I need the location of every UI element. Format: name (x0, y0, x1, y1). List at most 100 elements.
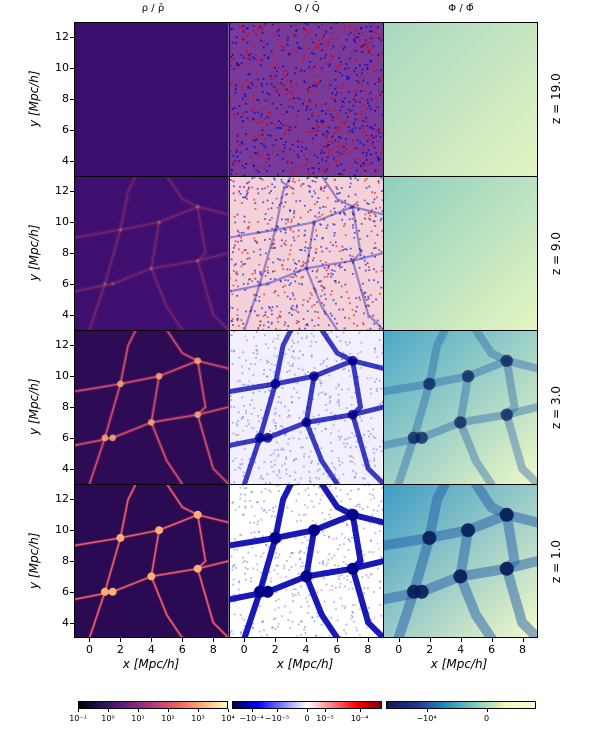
y-tick-mark (70, 499, 74, 501)
y-tick-mark (70, 530, 74, 532)
colorbar-tick-mark (78, 709, 79, 712)
colorbar-tick-mark (138, 709, 139, 712)
colorbar-tick-mark (426, 709, 428, 712)
y-tick-label: 12 (55, 30, 69, 44)
y-tick-mark (70, 376, 74, 378)
y-tick-label: 4 (62, 615, 69, 629)
colorbar-tick-label: 10⁰ (101, 714, 115, 723)
colorbar-tick-mark (198, 709, 199, 712)
y-tick-mark (70, 99, 74, 100)
colorbar-tick-label: 0 (483, 714, 490, 723)
y-axis-label-row3: y [Mpc/h] (27, 378, 41, 436)
colorbar-tick-label: −10⁻⁴ (239, 714, 264, 723)
y-tick-mark (70, 314, 74, 316)
panel-row2-col3 (383, 176, 538, 330)
x-tick-mark (367, 638, 369, 642)
colorbar-density (78, 701, 228, 709)
y-tick-label: 6 (62, 584, 69, 598)
colorbar-tick-label: 10³ (191, 714, 205, 723)
colorbar-tick-mark (168, 709, 169, 712)
panel-row2-col1 (74, 176, 229, 330)
x-tick-mark (182, 638, 184, 642)
colorbar-tick-mark (359, 709, 361, 712)
y-tick-label: 6 (62, 276, 69, 290)
colorbar-tick-mark (325, 709, 326, 712)
colorbar-tick-label: −10⁴ (416, 714, 437, 723)
panel-row3-col3 (383, 330, 538, 484)
row-label-z9: z = 9.0 (549, 231, 563, 275)
colorbar-tick-label: 10¹ (131, 714, 145, 723)
y-tick-mark (70, 561, 74, 562)
y-tick-mark (70, 253, 74, 254)
colorbar-potential (386, 701, 536, 709)
y-tick-label: 4 (62, 153, 69, 167)
x-tick-label: 2 (426, 643, 434, 656)
y-tick-label: 8 (62, 554, 69, 567)
y-tick-label: 10 (55, 369, 69, 383)
row-label-z19: z = 19.0 (549, 73, 563, 125)
y-tick-mark (70, 222, 74, 224)
column-title-density: ρ / ρ̄ (141, 3, 165, 14)
x-tick-mark (460, 638, 462, 642)
x-tick-mark (522, 638, 524, 642)
column-title-q: Q / Q̄ (294, 3, 320, 14)
row-label-z3: z = 3.0 (549, 385, 563, 429)
colorbar-tick-label: −10⁻⁵ (264, 714, 290, 723)
x-tick-mark (244, 638, 246, 642)
x-tick-label: 0 (85, 643, 93, 656)
x-tick-label: 4 (457, 643, 465, 656)
y-tick-label: 8 (62, 92, 69, 105)
colorbar-tick-label: 10⁴ (221, 714, 235, 723)
x-tick-mark (213, 638, 215, 642)
x-axis-label-col2: x [Mpc/h] (276, 657, 334, 671)
y-tick-label: 4 (62, 307, 69, 321)
y-tick-label: 6 (62, 122, 69, 136)
colorbar-tick-mark (108, 709, 109, 712)
y-tick-label: 12 (55, 492, 69, 506)
x-axis-label-col1: x [Mpc/h] (122, 657, 180, 671)
x-tick-mark (336, 638, 338, 642)
y-tick-mark (70, 37, 74, 39)
row-separator (74, 176, 538, 177)
panel-row4-col3 (383, 484, 538, 638)
y-tick-mark (70, 591, 74, 593)
colorbar-tick-mark (307, 709, 308, 712)
y-axis-label-row1: y [Mpc/h] (27, 70, 41, 128)
x-axis-label-col3: x [Mpc/h] (430, 657, 488, 671)
x-tick-label: 4 (147, 643, 155, 656)
column-title-potential: Φ / Φ̄ (448, 3, 474, 14)
colorbar-tick-label: 10⁻⁴ (350, 714, 369, 723)
y-tick-mark (70, 622, 74, 624)
y-tick-label: 10 (55, 215, 69, 229)
y-tick-label: 12 (55, 184, 69, 198)
x-tick-mark (491, 638, 493, 642)
y-tick-mark (70, 283, 74, 285)
y-tick-label: 10 (55, 523, 69, 537)
panel-row2-col2 (228, 176, 384, 330)
y-axis-label-row4: y [Mpc/h] (27, 532, 41, 590)
panel-row1-col2 (228, 22, 384, 176)
x-tick-label: 6 (488, 643, 496, 656)
colorbar-q (232, 701, 382, 709)
x-tick-label: 4 (302, 643, 310, 656)
x-tick-label: 0 (240, 643, 248, 656)
x-tick-label: 8 (209, 643, 217, 656)
x-tick-mark (275, 638, 277, 642)
colorbar-tick-mark (277, 709, 278, 712)
x-tick-label: 6 (333, 643, 341, 656)
y-tick-label: 10 (55, 61, 69, 75)
y-tick-label: 8 (62, 400, 69, 413)
panel-row1-col3 (383, 22, 538, 176)
x-tick-mark (151, 638, 153, 642)
y-tick-label: 12 (55, 338, 69, 352)
y-tick-mark (70, 68, 74, 70)
x-tick-mark (306, 638, 307, 642)
x-tick-label: 8 (364, 643, 372, 656)
panel-row1-col1 (74, 22, 229, 176)
colorbar-tick-label: 0 (304, 714, 310, 723)
y-tick-mark (70, 345, 74, 347)
y-axis-label-row2: y [Mpc/h] (27, 224, 41, 282)
y-tick-mark (70, 437, 74, 439)
colorbar-tick-label: 10⁻⁵ (316, 714, 334, 723)
